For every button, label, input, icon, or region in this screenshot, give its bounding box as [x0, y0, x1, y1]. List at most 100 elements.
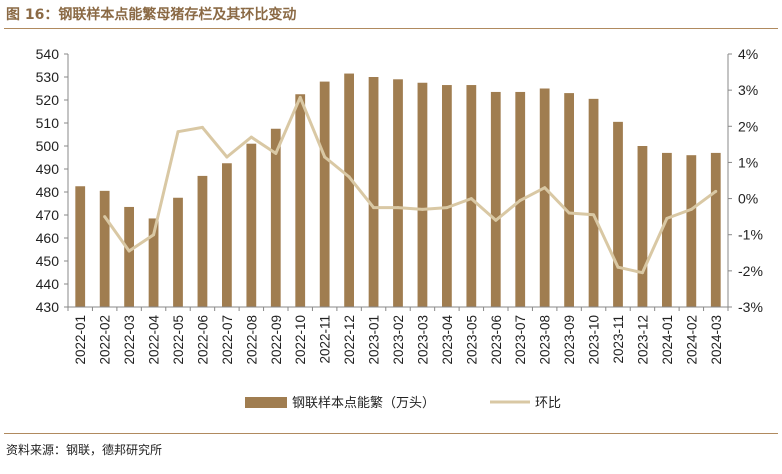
left-tick-label: 430: [36, 299, 60, 315]
x-tick-label: 2022-08: [244, 315, 259, 365]
right-tick-label: -2%: [738, 263, 763, 279]
bar: [295, 94, 306, 307]
x-tick-label: 2022-06: [195, 315, 210, 365]
line-point: [323, 155, 327, 159]
line-point: [249, 135, 253, 139]
line-point: [714, 189, 718, 193]
left-tick-label: 500: [36, 138, 60, 154]
right-tick-label: -1%: [738, 227, 763, 243]
bar: [270, 128, 281, 307]
line-path: [103, 95, 717, 275]
x-tick-label: 2023-12: [635, 315, 650, 365]
chart: 430 440 450 460 470 480 490 500 510 520 530 540 -3%…: [36, 46, 763, 410]
bar: [99, 190, 110, 307]
x-tick-label: 2022-02: [98, 315, 113, 365]
line-point: [494, 218, 498, 222]
line-point: [347, 175, 351, 179]
line-series: [103, 95, 718, 275]
left-axis: 430 440 450 460 470 480 490 500 510 520 530 540: [36, 46, 69, 315]
top-divider: [4, 28, 778, 29]
bar: [466, 85, 477, 307]
legend-swatch-bar: [245, 397, 287, 408]
left-tick-label: 460: [36, 230, 60, 246]
x-tick-label: 2023-03: [415, 315, 430, 365]
bottom-divider: [4, 433, 778, 434]
line-point: [372, 206, 376, 210]
line-point: [469, 197, 473, 201]
bar: [75, 186, 86, 307]
x-tick-label: 2024-03: [709, 315, 724, 365]
bar: [564, 93, 574, 307]
bar: [662, 152, 672, 307]
bar-series: [75, 73, 721, 307]
bar: [637, 146, 648, 307]
figure-title: 图 16：钢联样本点能繁母猪存栏及其环比变动: [6, 7, 297, 23]
line-point: [152, 233, 156, 237]
bar: [148, 218, 159, 307]
x-tick-label: 2023-11: [611, 315, 626, 364]
line-point: [567, 211, 571, 215]
line-point: [420, 207, 424, 211]
legend-label-line: 环比: [535, 395, 561, 410]
left-tick-label: 450: [36, 253, 60, 269]
line-point: [200, 125, 204, 129]
x-tick-label: 2023-02: [391, 315, 406, 365]
x-axis: 2022-01 2022-02 2022-03 2022-04 2022-05 2022-…: [67, 306, 729, 365]
right-tick-label: 2%: [738, 118, 758, 134]
left-tick-label: 510: [36, 115, 60, 131]
x-tick-label: 2023-06: [489, 315, 504, 365]
left-tick-label: 440: [36, 276, 60, 292]
bar: [490, 91, 501, 307]
line-point: [396, 206, 400, 210]
right-tick-label: 0%: [738, 191, 758, 207]
line-point: [640, 271, 644, 275]
x-tick-label: 2023-05: [464, 315, 479, 365]
x-tick-label: 2023-08: [538, 315, 553, 365]
x-tick-label: 2024-02: [684, 315, 699, 365]
x-tick-label: 2022-05: [171, 315, 186, 365]
right-tick-label: -3%: [738, 299, 763, 315]
bar: [197, 175, 208, 307]
bar: [588, 98, 599, 307]
line-point: [225, 155, 229, 159]
bar: [173, 197, 183, 307]
bar: [124, 206, 134, 307]
line-point: [689, 207, 693, 211]
left-tick-label: 540: [36, 46, 60, 62]
right-axis: -3% -2% -1% 0% 1% 2% 3% 4%: [727, 46, 763, 315]
x-tick-label: 2023-10: [587, 315, 602, 365]
x-tick-label: 2023-04: [440, 315, 455, 365]
legend-label-bar: 钢联样本点能繁（万头）: [292, 395, 435, 410]
bar: [710, 152, 721, 307]
bar: [393, 79, 403, 307]
x-tick-label: 2022-07: [220, 315, 235, 365]
right-tick-label: 1%: [738, 154, 758, 170]
line-point: [445, 206, 449, 210]
left-tick-label: 520: [36, 92, 60, 108]
left-tick-label: 470: [36, 207, 60, 223]
line-point: [592, 213, 596, 217]
x-tick-label: 2023-09: [562, 315, 577, 365]
x-tick-label: 2022-10: [293, 315, 308, 365]
line-point: [543, 186, 547, 190]
x-tick-label: 2023-01: [367, 315, 382, 365]
bar: [246, 143, 257, 307]
bar: [368, 77, 379, 307]
x-tick-label: 2022-01: [73, 315, 88, 365]
left-tick-label: 490: [36, 161, 60, 177]
line-point: [127, 249, 131, 253]
right-tick-label: 3%: [738, 82, 758, 98]
bar: [319, 81, 330, 307]
line-point: [665, 216, 669, 220]
bar: [344, 73, 354, 307]
left-tick-label: 530: [36, 69, 60, 85]
line-point: [298, 95, 302, 99]
bar: [222, 163, 232, 307]
line-point: [103, 215, 107, 219]
line-point: [616, 265, 620, 269]
line-point: [518, 198, 522, 202]
legend: 钢联样本点能繁（万头） 环比: [245, 395, 561, 410]
bar: [613, 121, 623, 307]
bar: [686, 155, 697, 307]
x-tick-label: 2022-12: [342, 315, 357, 365]
